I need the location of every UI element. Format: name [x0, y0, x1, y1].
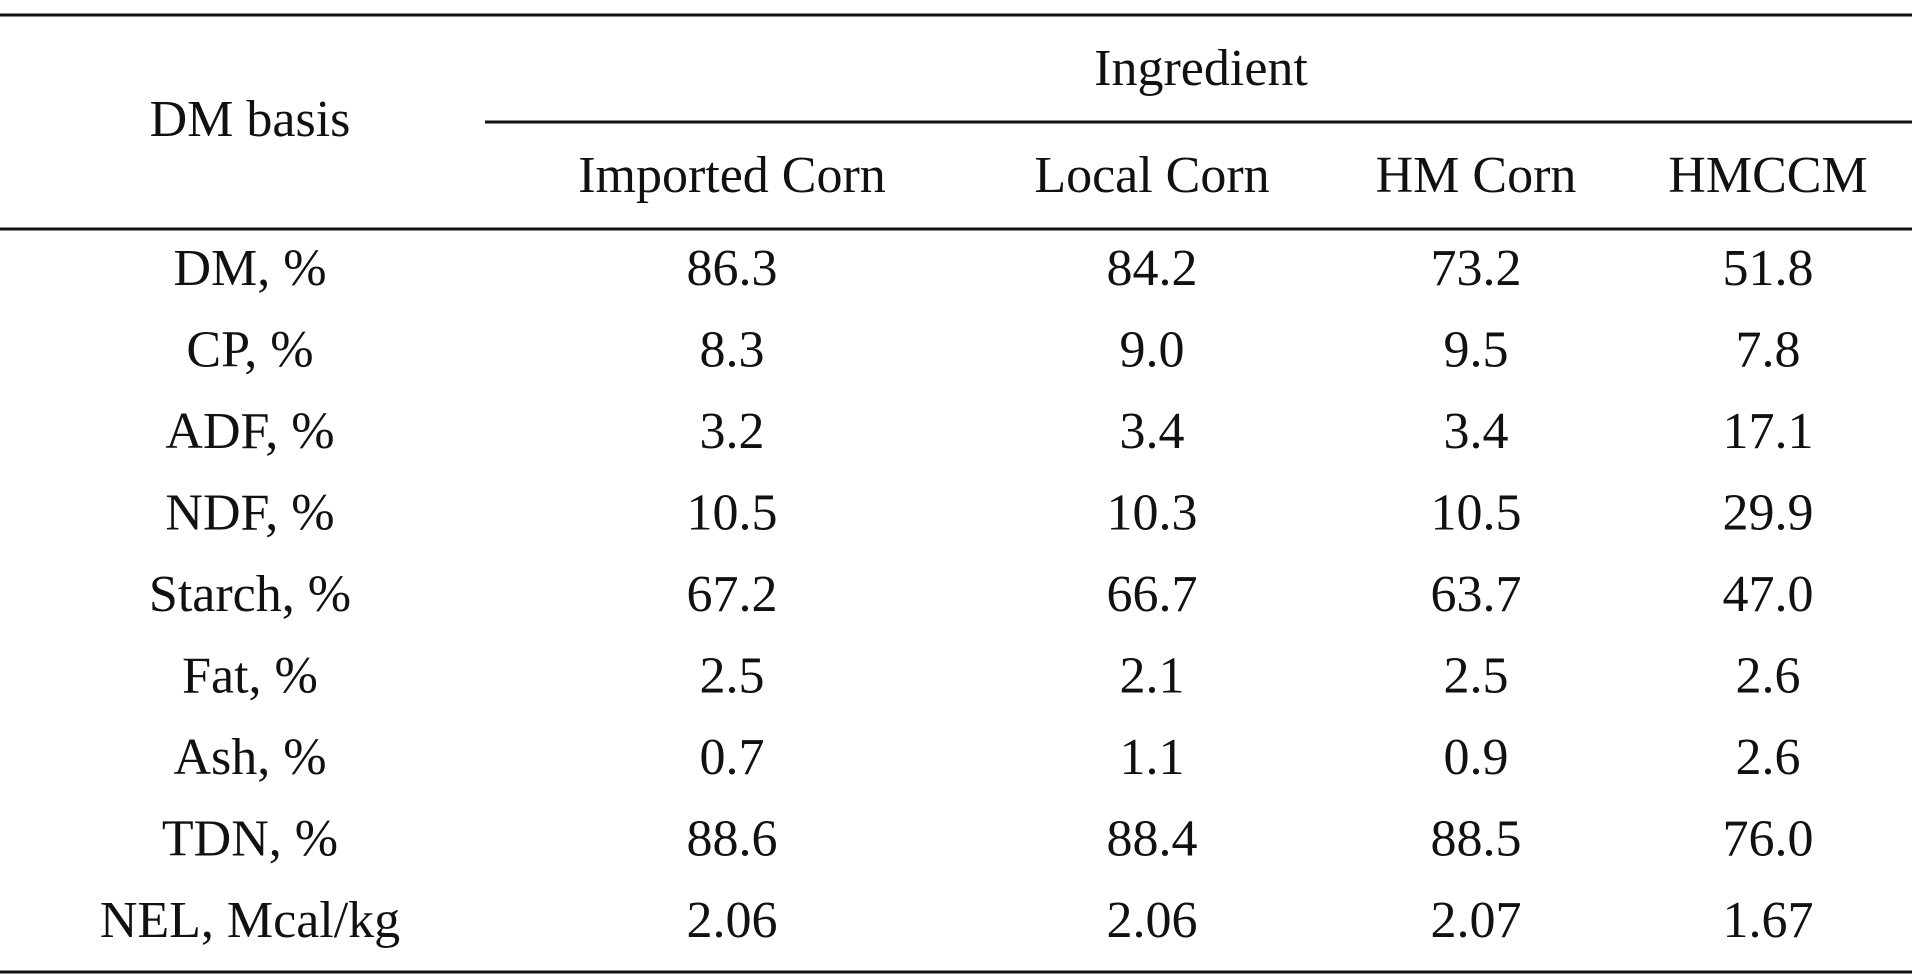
- row-label: NEL, Mcal/kg: [100, 892, 400, 949]
- cell: 10.5: [687, 484, 778, 541]
- cell: 0.9: [1444, 729, 1509, 786]
- row-label: DM, %: [173, 240, 326, 297]
- cell: 84.2: [1107, 240, 1198, 297]
- cell: 10.3: [1107, 484, 1198, 541]
- cell: 7.8: [1736, 321, 1801, 378]
- cell: 2.5: [1444, 647, 1509, 704]
- column-header: Imported Corn: [578, 147, 886, 204]
- cell: 88.6: [687, 810, 778, 867]
- cell: 3.4: [1444, 403, 1509, 460]
- cell: 2.07: [1431, 892, 1522, 949]
- cell: 76.0: [1723, 810, 1814, 867]
- cell: 1.67: [1723, 892, 1814, 949]
- cell: 8.3: [700, 321, 765, 378]
- row-label: NDF, %: [165, 484, 334, 541]
- row-label: TDN, %: [162, 810, 338, 867]
- cell: 51.8: [1723, 240, 1814, 297]
- row-label: CP, %: [186, 321, 313, 378]
- cell: 86.3: [687, 240, 778, 297]
- cell: 2.1: [1120, 647, 1185, 704]
- group-header: Ingredient: [1094, 40, 1308, 97]
- cell: 2.06: [687, 892, 778, 949]
- cell: 2.6: [1736, 729, 1801, 786]
- cell: 9.5: [1444, 321, 1509, 378]
- column-header: HMCCM: [1668, 147, 1867, 204]
- cell: 17.1: [1723, 403, 1814, 460]
- column-header: HM Corn: [1376, 147, 1577, 204]
- row-label-header: DM basis: [150, 91, 351, 148]
- cell: 0.7: [700, 729, 765, 786]
- cell: 73.2: [1431, 240, 1522, 297]
- cell: 66.7: [1107, 566, 1198, 623]
- row-label: ADF, %: [165, 403, 334, 460]
- row-label: Ash, %: [173, 729, 326, 786]
- cell: 2.5: [700, 647, 765, 704]
- cell: 29.9: [1723, 484, 1814, 541]
- cell: 9.0: [1120, 321, 1185, 378]
- cell: 2.6: [1736, 647, 1801, 704]
- cell: 1.1: [1120, 729, 1185, 786]
- cell: 10.5: [1431, 484, 1522, 541]
- cell: 88.5: [1431, 810, 1522, 867]
- column-header: Local Corn: [1034, 147, 1269, 204]
- cell: 2.06: [1107, 892, 1198, 949]
- cell: 67.2: [687, 566, 778, 623]
- cell: 63.7: [1431, 566, 1522, 623]
- cell: 47.0: [1723, 566, 1814, 623]
- cell: 88.4: [1107, 810, 1198, 867]
- cell: 3.2: [700, 403, 765, 460]
- row-label: Fat, %: [182, 647, 318, 704]
- row-label: Starch, %: [149, 566, 351, 623]
- cell: 3.4: [1120, 403, 1185, 460]
